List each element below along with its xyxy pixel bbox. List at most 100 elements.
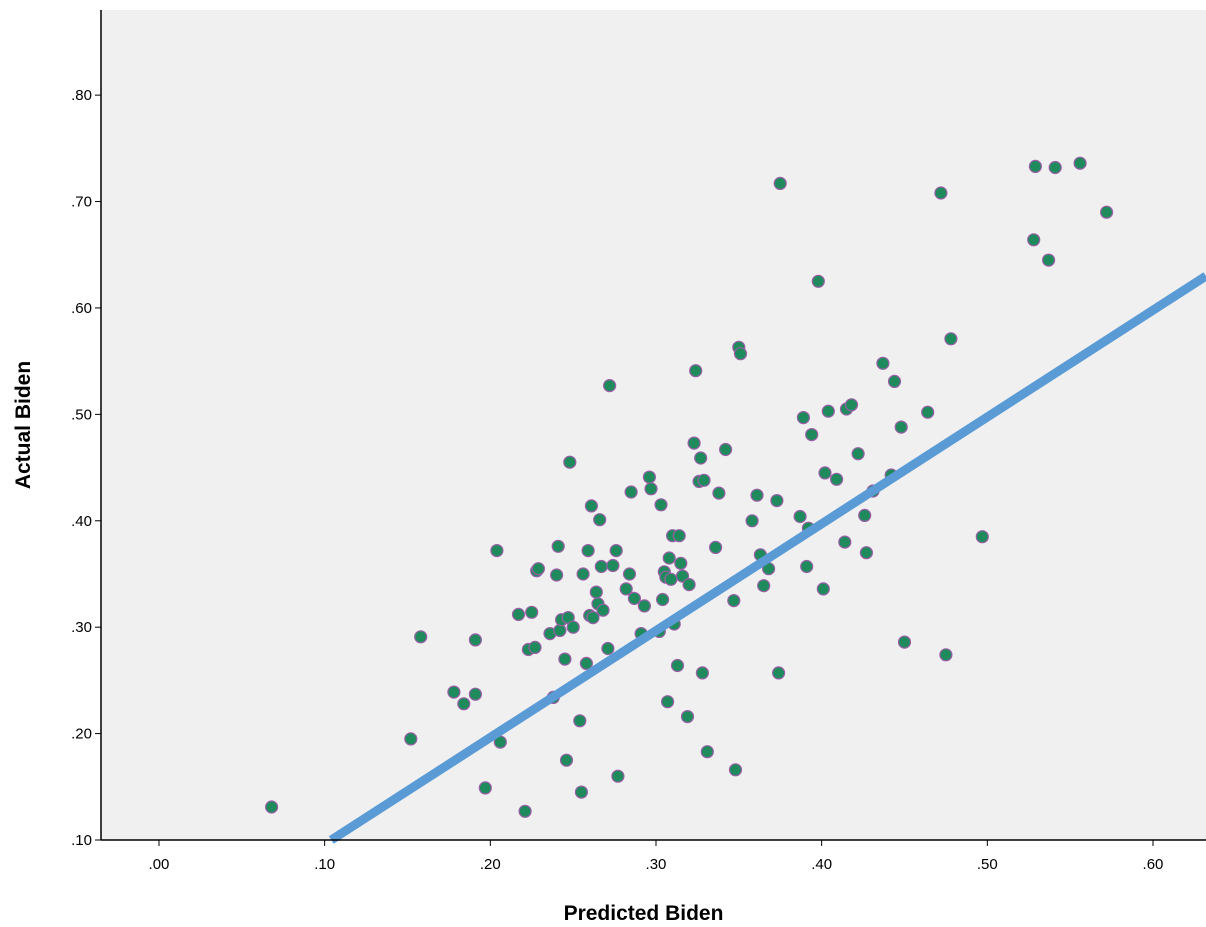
data-point-76: [697, 473, 711, 487]
data-point-80: [718, 442, 733, 457]
data-point-60: [660, 695, 675, 709]
data-point-112: [887, 374, 902, 388]
data-point-94: [796, 411, 811, 425]
data-point-78: [708, 540, 723, 555]
data-point-90: [770, 494, 784, 508]
data-point-93: [793, 509, 807, 524]
data-point-1: [265, 800, 279, 814]
data-point-66: [672, 529, 686, 543]
data-point-79: [712, 486, 726, 500]
y-tick-label: .10: [71, 832, 92, 849]
reference-line: [328, 272, 1206, 844]
data-point-70: [682, 577, 696, 592]
data-point-91: [771, 666, 786, 680]
data-point-24: [558, 652, 572, 666]
x-axis-title: Predicted Biden: [564, 902, 724, 925]
data-point-54: [644, 482, 658, 496]
x-tick-label: .50: [977, 856, 998, 873]
data-point-103: [838, 535, 852, 549]
data-point-108: [859, 546, 874, 560]
data-point-75: [695, 666, 710, 680]
data-point-101: [821, 404, 835, 418]
x-tick-label: .40: [811, 856, 832, 873]
data-point-30: [574, 785, 589, 799]
data-point-50: [627, 591, 642, 606]
data-point-117: [939, 648, 953, 662]
data-point-41: [596, 603, 610, 617]
x-tick-label: .00: [149, 856, 170, 873]
data-point-27: [563, 455, 577, 469]
axes-layer: [100, 10, 1206, 841]
data-point-115: [921, 405, 935, 419]
data-point-122: [1041, 253, 1056, 267]
data-point-74: [694, 451, 708, 465]
data-point-106: [851, 447, 865, 461]
data-point-102: [829, 472, 844, 486]
data-point-57: [655, 592, 670, 607]
x-tick-label: .10: [314, 856, 335, 873]
y-tick-label: .40: [71, 513, 92, 530]
data-point-116: [934, 186, 948, 200]
data-point-52: [637, 599, 652, 613]
data-point-32: [579, 656, 594, 671]
y-tick-label: .70: [71, 194, 92, 211]
y-tick-label: .80: [71, 87, 92, 104]
data-point-5: [457, 697, 471, 711]
data-point-45: [609, 543, 623, 558]
data-point-42: [601, 641, 615, 656]
data-point-62: [664, 572, 678, 586]
data-point-44: [606, 558, 620, 573]
data-point-67: [674, 556, 688, 570]
data-point-11: [511, 607, 526, 622]
data-point-105: [844, 398, 859, 412]
data-point-118: [944, 332, 958, 346]
data-point-53: [642, 470, 657, 484]
y-axis-title: Actual Biden: [12, 361, 35, 489]
data-point-95: [800, 559, 814, 574]
data-point-86: [750, 488, 764, 502]
data-point-2: [404, 732, 418, 746]
data-point-36: [586, 610, 600, 625]
data-point-9: [490, 543, 504, 558]
data-point-56: [654, 498, 668, 512]
data-point-113: [894, 420, 908, 434]
data-point-123: [1048, 160, 1062, 175]
y-tick-label: .20: [71, 726, 92, 743]
data-point-3: [414, 630, 428, 644]
data-point-20: [549, 568, 564, 582]
data-point-40: [594, 559, 608, 574]
x-tick-label: .20: [480, 856, 501, 873]
data-point-65: [670, 658, 685, 673]
y-tick-label: .50: [71, 406, 92, 423]
data-point-48: [622, 567, 637, 581]
points-layer: [265, 156, 1114, 818]
data-point-97: [805, 428, 819, 442]
data-point-125: [1099, 205, 1114, 219]
data-point-4: [447, 685, 461, 699]
data-point-33: [581, 543, 595, 558]
y-tick-label: .30: [71, 619, 92, 636]
ticks-layer: .00 .10 .20 .30 .40 .50 .60 .10 .20 .30 .40 .50 .60.…: [71, 87, 1163, 873]
data-point-71: [687, 436, 701, 450]
data-point-47: [619, 582, 633, 596]
data-point-114: [897, 635, 912, 649]
data-point-77: [700, 745, 714, 759]
data-point-49: [624, 485, 638, 499]
data-point-37: [589, 585, 603, 599]
data-point-85: [745, 514, 759, 528]
data-point-43: [602, 379, 617, 393]
data-point-82: [728, 763, 743, 777]
data-point-39: [593, 513, 607, 527]
data-point-25: [559, 753, 574, 767]
data-point-7: [468, 633, 482, 647]
data-point-17: [531, 562, 546, 576]
data-point-28: [566, 620, 580, 634]
data-point-72: [689, 364, 703, 378]
data-point-15: [528, 640, 542, 655]
data-point-31: [576, 567, 590, 581]
data-point-21: [551, 539, 565, 553]
data-point-81: [727, 593, 741, 608]
data-point-120: [1027, 233, 1041, 247]
data-point-119: [975, 530, 989, 544]
